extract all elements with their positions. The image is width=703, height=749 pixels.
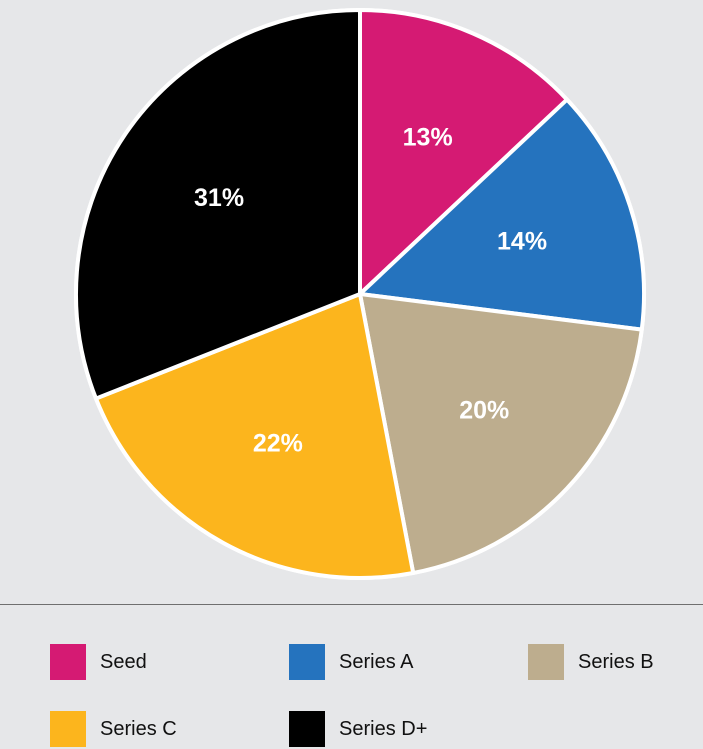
pie-slice-series-d-plus: [74, 8, 362, 401]
slice-label-series-d-plus: 31%: [194, 184, 244, 212]
legend-item-series-b: Series B: [528, 644, 654, 680]
slice-label-series-a: 14%: [497, 227, 547, 255]
pie-chart: 13% 14% 20% 22% 31%: [74, 8, 646, 580]
legend-swatch-series-d-plus: [289, 711, 325, 747]
slice-label-seed: 13%: [403, 124, 453, 152]
legend-label-seed: Seed: [100, 650, 147, 673]
slice-label-series-b: 20%: [459, 397, 509, 425]
legend-item-seed: Seed: [50, 644, 147, 680]
legend-swatch-series-c: [50, 711, 86, 747]
slice-label-series-c: 22%: [253, 429, 303, 457]
legend-label-series-b: Series B: [578, 650, 654, 673]
legend-swatch-seed: [50, 644, 86, 680]
legend-label-series-c: Series C: [100, 717, 177, 740]
pie-slice-series-a: [358, 97, 646, 332]
pie-slice-series-b: [358, 292, 644, 575]
legend-label-series-a: Series A: [339, 650, 414, 673]
legend-swatch-series-b: [528, 644, 564, 680]
legend-item-series-d-plus: Series D+: [289, 711, 427, 747]
legend-divider: [0, 604, 703, 605]
legend-item-series-c: Series C: [50, 711, 177, 747]
pie-slice-series-c: [93, 292, 416, 580]
legend-item-series-a: Series A: [289, 644, 413, 680]
legend-swatch-series-a: [289, 644, 325, 680]
pie-chart-svg: 13% 14% 20% 22% 31%: [74, 8, 646, 580]
pie-slice-seed: [358, 8, 570, 296]
legend-label-series-d-plus: Series D+: [339, 717, 428, 740]
